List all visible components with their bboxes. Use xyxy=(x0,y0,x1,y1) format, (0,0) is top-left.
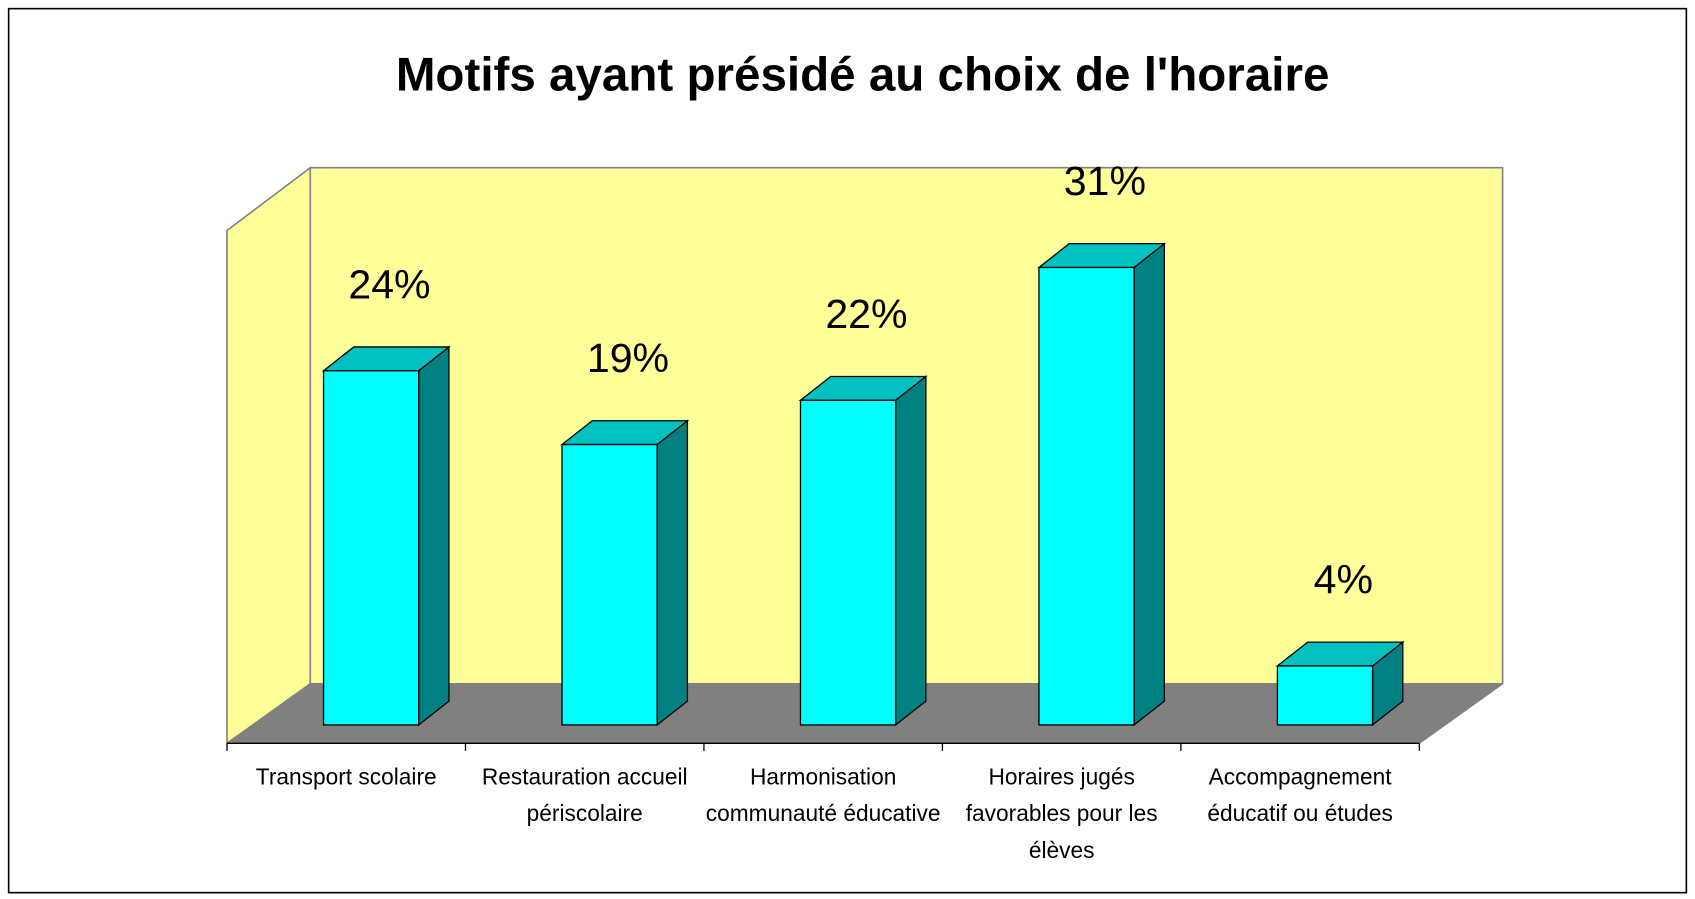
chart-body: Motifs ayant présidé au choix de l'horai… xyxy=(7,7,1688,894)
bar-front xyxy=(1276,665,1374,726)
bar xyxy=(1037,242,1167,727)
bar xyxy=(1275,640,1405,727)
bar-front xyxy=(322,370,420,726)
bar-side xyxy=(1133,242,1165,727)
value-label: 22% xyxy=(825,291,907,337)
floor-edge xyxy=(1418,683,1503,744)
bar-side xyxy=(894,375,927,727)
bar xyxy=(560,419,690,727)
value-label: 24% xyxy=(348,261,430,307)
bar-side xyxy=(418,345,450,727)
x-tick-label-box: Accompagnement éducatif ou études xyxy=(1207,764,1393,827)
x-tick-label: Transport scolaire xyxy=(255,764,437,790)
x-tick-label: Harmonisation communauté éducative xyxy=(705,764,941,827)
value-label: 19% xyxy=(587,335,669,381)
bar-front xyxy=(799,399,897,726)
x-tick-label-box: Horaires jugés favorables pour les élève… xyxy=(965,764,1158,864)
x-tick-label-box: Transport scolaire xyxy=(255,764,437,790)
bar-front xyxy=(561,443,658,726)
x-tick-label: Restauration accueil périscolaire xyxy=(481,764,688,827)
value-label: 31% xyxy=(1064,158,1146,204)
bar xyxy=(798,375,928,727)
side-wall xyxy=(226,166,312,745)
chart-title: Motifs ayant présidé au choix de l'horai… xyxy=(396,48,1330,101)
x-tick-label-box: Harmonisation communauté éducative xyxy=(705,764,941,827)
x-tick-label: Accompagnement éducatif ou études xyxy=(1207,764,1393,827)
x-tick-label-box: Restauration accueil périscolaire xyxy=(481,764,688,827)
value-label: 4% xyxy=(1314,556,1373,602)
bar xyxy=(321,345,451,727)
x-tick-label: Horaires jugés favorables pour les élève… xyxy=(965,764,1158,864)
bar-side xyxy=(656,419,689,727)
bar-front xyxy=(1038,266,1135,726)
